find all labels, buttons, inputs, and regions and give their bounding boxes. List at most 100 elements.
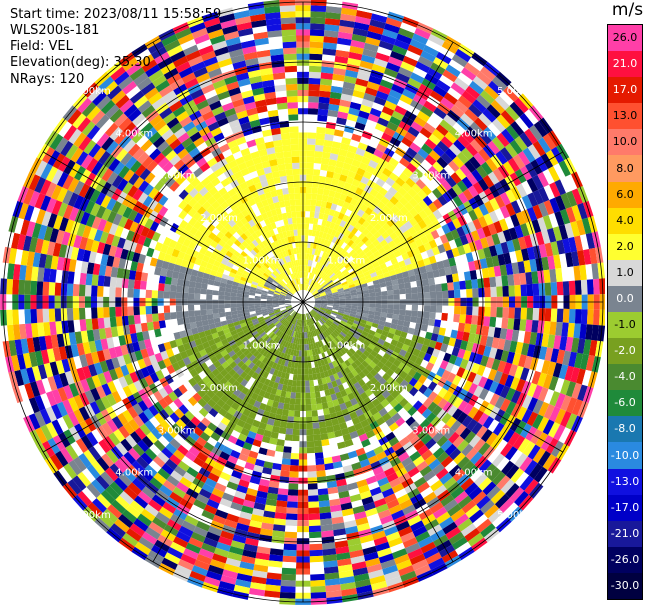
- range-gate: [86, 431, 99, 447]
- range-gate: [315, 300, 322, 302]
- range-gate: [380, 559, 397, 570]
- range-gate: [549, 406, 561, 422]
- range-gate: [223, 381, 233, 390]
- range-gate: [340, 354, 348, 362]
- range-gate: [377, 117, 390, 127]
- range-gate: [286, 385, 292, 393]
- range-gate: [266, 321, 273, 326]
- range-gate: [149, 337, 158, 347]
- range-gate: [365, 507, 378, 517]
- range-gate: [425, 232, 435, 242]
- range-gate: [157, 343, 166, 353]
- range-gate: [251, 281, 259, 286]
- range-gate: [467, 221, 477, 233]
- range-gate: [556, 239, 566, 255]
- range-gate: [333, 329, 340, 336]
- range-gate: [272, 382, 279, 390]
- range-gate: [370, 246, 378, 254]
- range-gate: [334, 429, 343, 438]
- range-gate: [505, 189, 517, 203]
- range-gate: [198, 370, 207, 380]
- range-gate: [445, 64, 461, 78]
- range-gate: [279, 345, 285, 353]
- range-gate: [316, 285, 322, 291]
- range-gate: [341, 508, 354, 517]
- range-gate: [55, 269, 63, 283]
- range-gate: [423, 206, 433, 217]
- range-gate: [502, 307, 509, 319]
- range-gate: [238, 343, 246, 350]
- range-gate: [251, 371, 259, 380]
- range-gate: [305, 404, 312, 411]
- range-gate: [379, 172, 389, 183]
- range-gate: [322, 315, 328, 321]
- range-gate: [404, 211, 414, 221]
- range-gate: [517, 438, 531, 453]
- range-gate: [340, 168, 350, 177]
- range-gate: [278, 377, 285, 385]
- range-gate: [263, 429, 272, 438]
- range-gate: [571, 204, 582, 222]
- range-gate: [114, 246, 123, 259]
- range-gate: [379, 482, 392, 493]
- range-gate: [248, 588, 265, 597]
- range-gate: [391, 279, 399, 286]
- range-gate: [432, 145, 445, 157]
- range-gate: [226, 261, 234, 269]
- range-gate: [325, 308, 333, 313]
- range-gate: [394, 267, 402, 275]
- range-gate: [294, 319, 298, 326]
- range-gate: [290, 323, 294, 330]
- range-gate: [235, 522, 250, 532]
- range-gate: [367, 314, 375, 319]
- range-gate: [242, 408, 251, 417]
- range-gate: [321, 377, 328, 385]
- range-gate: [445, 345, 455, 355]
- range-gate: [541, 229, 551, 244]
- range-gate: [365, 215, 374, 224]
- range-gate: [168, 381, 179, 392]
- range-gate: [20, 338, 29, 354]
- range-gate: [466, 306, 473, 316]
- range-gate: [348, 315, 356, 321]
- range-gate: [355, 147, 366, 157]
- range-gate: [350, 310, 357, 315]
- range-gate: [136, 331, 144, 342]
- range-gate: [140, 226, 150, 238]
- range-gate: [492, 422, 505, 436]
- range-gate: [170, 312, 177, 320]
- range-gate: [284, 347, 290, 355]
- range-gate: [134, 350, 144, 361]
- range-gate: [361, 236, 369, 244]
- range-gate: [456, 473, 470, 487]
- range-gate: [129, 221, 139, 233]
- range-gate: [407, 548, 423, 560]
- range-gate: [88, 340, 97, 353]
- range-gate: [304, 344, 307, 351]
- range-gate: [521, 209, 532, 224]
- range-gate: [251, 318, 259, 323]
- range-gate: [54, 308, 62, 322]
- range-gate: [319, 90, 331, 98]
- range-gate: [446, 372, 457, 383]
- range-gate: [70, 147, 84, 163]
- range-gate: [335, 49, 350, 58]
- range-gate: [327, 214, 334, 222]
- range-gate: [434, 357, 443, 368]
- range-gate: [521, 248, 530, 262]
- range-gate: [106, 504, 122, 519]
- range-gate: [134, 243, 144, 254]
- range-gate: [28, 190, 40, 207]
- range-gate: [489, 210, 499, 224]
- range-gate: [495, 275, 503, 287]
- range-gate: [264, 270, 271, 277]
- range-gate: [28, 351, 38, 368]
- range-gate: [344, 195, 353, 204]
- range-gate: [144, 375, 154, 386]
- range-gate: [200, 417, 211, 427]
- range-gate: [478, 215, 488, 228]
- range-gate: [304, 368, 309, 375]
- range-gate: [275, 329, 281, 336]
- range-gate: [343, 271, 350, 277]
- range-gate: [423, 100, 437, 113]
